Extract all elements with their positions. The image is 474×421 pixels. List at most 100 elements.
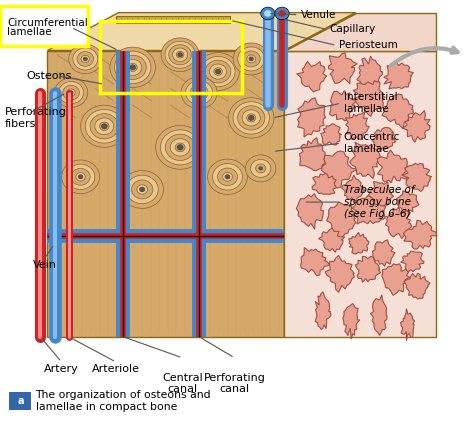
Polygon shape xyxy=(300,138,329,171)
Circle shape xyxy=(165,41,195,68)
Circle shape xyxy=(110,47,155,88)
Polygon shape xyxy=(384,61,413,89)
Circle shape xyxy=(170,139,190,156)
Polygon shape xyxy=(296,194,323,229)
Circle shape xyxy=(165,134,195,160)
Circle shape xyxy=(214,68,222,75)
Text: Osteons: Osteons xyxy=(26,71,72,81)
Circle shape xyxy=(78,175,83,179)
Polygon shape xyxy=(284,51,436,337)
Polygon shape xyxy=(349,232,369,254)
Polygon shape xyxy=(404,273,430,299)
Circle shape xyxy=(95,118,114,135)
Polygon shape xyxy=(321,151,359,188)
Circle shape xyxy=(237,47,264,71)
Circle shape xyxy=(194,88,203,97)
Circle shape xyxy=(177,145,183,150)
Text: The organization of osteons and
lamellae in compact bone: The organization of osteons and lamellae… xyxy=(36,390,211,412)
Circle shape xyxy=(233,102,269,134)
Circle shape xyxy=(173,48,188,61)
Polygon shape xyxy=(329,91,356,121)
Polygon shape xyxy=(403,220,437,249)
Circle shape xyxy=(210,64,227,79)
Text: Interstitial
lamellae: Interstitial lamellae xyxy=(344,92,397,114)
Circle shape xyxy=(175,143,185,152)
Circle shape xyxy=(246,114,256,122)
Circle shape xyxy=(55,78,88,107)
Circle shape xyxy=(246,55,256,63)
Polygon shape xyxy=(373,240,395,266)
Circle shape xyxy=(131,180,153,199)
Text: Trabeculae of
spongy bone
(see Fig.6–6): Trabeculae of spongy bone (see Fig.6–6) xyxy=(344,186,414,218)
Text: Circumferential: Circumferential xyxy=(7,18,88,28)
Polygon shape xyxy=(321,124,342,145)
Circle shape xyxy=(169,45,191,65)
Polygon shape xyxy=(401,309,414,341)
Circle shape xyxy=(264,10,272,17)
Polygon shape xyxy=(327,202,356,238)
Text: Perforating
fibers: Perforating fibers xyxy=(5,107,67,129)
Circle shape xyxy=(201,56,235,87)
Polygon shape xyxy=(284,13,436,51)
Text: Central
canal: Central canal xyxy=(162,373,203,394)
Circle shape xyxy=(205,60,231,83)
Polygon shape xyxy=(402,110,430,142)
Polygon shape xyxy=(382,264,411,295)
Circle shape xyxy=(77,52,94,67)
Polygon shape xyxy=(357,56,383,85)
Polygon shape xyxy=(343,304,360,339)
Polygon shape xyxy=(312,173,337,195)
Circle shape xyxy=(215,69,221,74)
Polygon shape xyxy=(328,53,357,84)
Circle shape xyxy=(249,57,254,61)
Circle shape xyxy=(130,65,136,70)
Polygon shape xyxy=(342,175,365,203)
Circle shape xyxy=(63,85,79,100)
Circle shape xyxy=(81,55,90,63)
Circle shape xyxy=(212,164,242,190)
Circle shape xyxy=(228,98,274,138)
Polygon shape xyxy=(346,112,369,139)
Circle shape xyxy=(222,173,232,181)
Circle shape xyxy=(81,105,128,147)
Circle shape xyxy=(62,160,100,194)
Circle shape xyxy=(90,114,118,139)
Polygon shape xyxy=(47,51,284,337)
Circle shape xyxy=(225,175,230,179)
Circle shape xyxy=(261,7,275,20)
Circle shape xyxy=(139,187,145,192)
Circle shape xyxy=(242,110,260,126)
Polygon shape xyxy=(319,228,345,252)
Circle shape xyxy=(208,159,247,195)
Circle shape xyxy=(248,115,254,120)
Circle shape xyxy=(69,91,73,94)
Polygon shape xyxy=(315,292,331,329)
Circle shape xyxy=(59,82,83,104)
Text: lamellae: lamellae xyxy=(7,27,52,37)
Circle shape xyxy=(251,160,271,177)
Circle shape xyxy=(100,122,109,131)
Polygon shape xyxy=(382,94,413,129)
Polygon shape xyxy=(284,13,356,337)
Circle shape xyxy=(126,175,158,204)
Text: Arteriole: Arteriole xyxy=(92,364,140,374)
Circle shape xyxy=(161,38,199,72)
Polygon shape xyxy=(372,128,396,150)
Circle shape xyxy=(255,164,266,173)
Polygon shape xyxy=(353,78,385,116)
Circle shape xyxy=(69,44,102,74)
Text: Periosteum: Periosteum xyxy=(339,40,398,51)
Polygon shape xyxy=(401,163,431,192)
Circle shape xyxy=(155,125,205,169)
Circle shape xyxy=(246,155,276,182)
Polygon shape xyxy=(350,142,380,179)
Polygon shape xyxy=(385,207,412,239)
Circle shape xyxy=(101,124,107,129)
Circle shape xyxy=(181,77,217,109)
Circle shape xyxy=(197,91,201,95)
Circle shape xyxy=(137,185,147,194)
Polygon shape xyxy=(301,248,330,276)
Text: Perforating
canal: Perforating canal xyxy=(204,373,265,394)
Circle shape xyxy=(124,59,142,75)
Text: a: a xyxy=(18,396,24,406)
